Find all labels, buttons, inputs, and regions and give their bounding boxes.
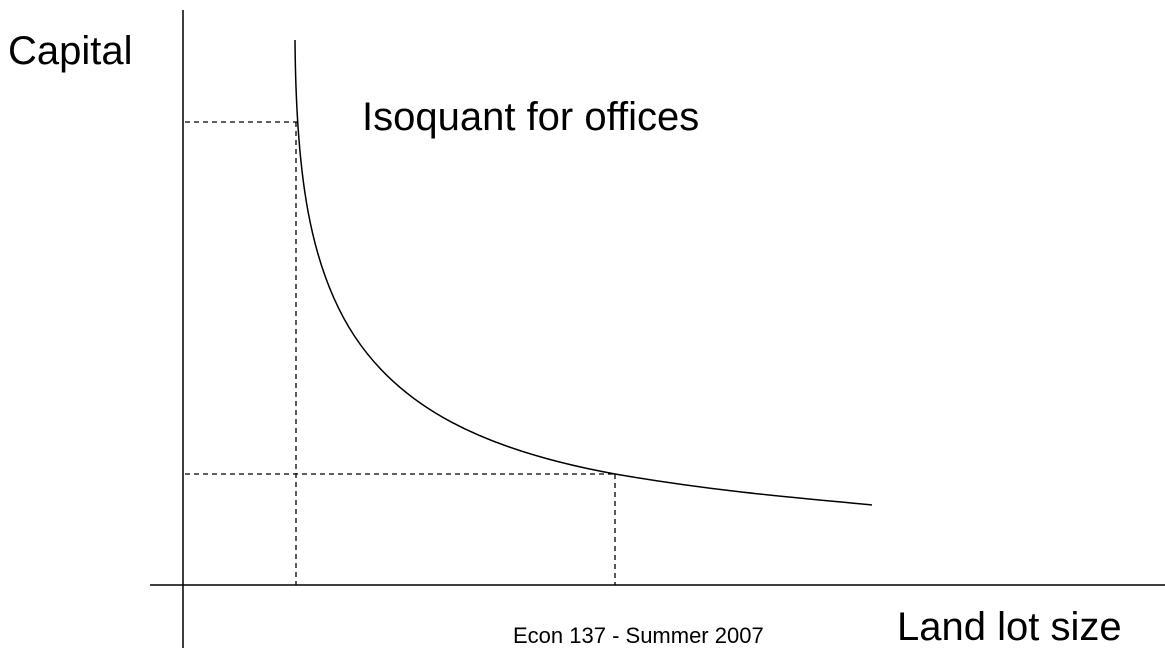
y-axis-label: Capital — [8, 29, 133, 73]
isoquant-curve — [294, 39, 873, 506]
curve-label: Isoquant for offices — [362, 95, 699, 139]
x-axis-label: Land lot size — [897, 605, 1122, 648]
footer: Econ 137 - Summer 2007 — [513, 623, 764, 648]
